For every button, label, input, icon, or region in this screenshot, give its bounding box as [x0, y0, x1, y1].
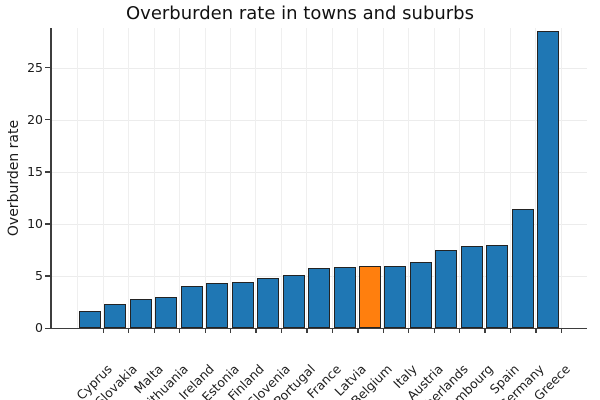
- y-tick: [45, 119, 50, 121]
- gridline-vertical: [306, 28, 308, 328]
- x-tick: [433, 329, 435, 333]
- x-tick: [357, 329, 359, 333]
- x-tick: [153, 329, 155, 333]
- x-tick: [331, 329, 334, 333]
- gridline-horizontal: [51, 171, 587, 173]
- y-tick-label-25: 25: [27, 59, 43, 75]
- bar-ireland: [180, 286, 203, 328]
- bar-lithuania: [155, 296, 178, 328]
- bar-austria: [409, 262, 432, 328]
- gridline-vertical: [408, 28, 410, 328]
- gridline-horizontal: [51, 119, 587, 121]
- x-tick: [408, 329, 410, 333]
- x-tick: [229, 329, 232, 333]
- y-tick: [45, 275, 50, 277]
- bar-luxembourg: [460, 245, 483, 328]
- gridline-vertical: [382, 28, 384, 328]
- bar-spain: [486, 244, 509, 328]
- gridline-vertical: [280, 28, 282, 328]
- bar-belgium: [358, 265, 381, 328]
- x-tick: [535, 329, 537, 333]
- x-tick: [128, 329, 130, 333]
- y-tick: [45, 223, 50, 225]
- y-tick-label-0: 0: [35, 320, 43, 335]
- bar-portugal: [282, 274, 305, 328]
- gridline-vertical: [535, 28, 537, 328]
- gridline-vertical: [128, 28, 130, 328]
- x-tick: [204, 329, 206, 333]
- x-tick: [382, 329, 384, 333]
- plot-area: 0 5 10 15 20 25 Cyprus Slovakia Malta Lithuania Ir…: [27, 28, 587, 400]
- gridline-vertical: [459, 28, 461, 328]
- bar-malta: [129, 298, 152, 328]
- gridline-vertical: [77, 28, 79, 328]
- gridline-vertical: [509, 28, 511, 328]
- gridline-vertical: [560, 28, 562, 328]
- bar-slovakia: [104, 304, 127, 328]
- gridline-horizontal: [51, 223, 587, 225]
- x-tick: [306, 329, 308, 333]
- gridline-vertical: [357, 28, 359, 328]
- y-tick-label-5: 5: [35, 267, 43, 283]
- x-tick: [255, 329, 257, 333]
- gridline-vertical: [204, 28, 206, 328]
- y-tick: [45, 67, 50, 69]
- gridline-vertical: [255, 28, 257, 328]
- gridline-horizontal: [51, 67, 587, 69]
- bar-estonia: [206, 283, 229, 328]
- bar-slovenia: [257, 278, 280, 328]
- y-tick-label-10: 10: [27, 215, 43, 231]
- y-tick: [45, 327, 50, 329]
- x-tick: [280, 329, 283, 333]
- bar-france: [308, 267, 331, 328]
- gridline-vertical: [484, 28, 486, 328]
- x-tick: [102, 329, 105, 333]
- gridline-vertical: [331, 28, 333, 328]
- bar-latvia: [333, 266, 356, 328]
- gridline-vertical: [153, 28, 155, 328]
- gridline-vertical: [179, 28, 181, 328]
- y-tick-label-20: 20: [27, 111, 43, 127]
- chart-title: Overburden rate in towns and suburbs: [126, 3, 474, 24]
- y-tick-label-15: 15: [27, 163, 43, 179]
- bar-italy: [384, 265, 407, 328]
- bar-netherlands: [435, 249, 458, 328]
- bar-greece: [537, 31, 560, 328]
- x-tick: [560, 329, 563, 333]
- y-tick: [45, 171, 50, 173]
- bar-germany: [511, 209, 534, 328]
- x-tick: [179, 329, 181, 333]
- bar-cyprus: [79, 311, 101, 328]
- y-axis-line: [50, 28, 52, 329]
- x-tick: [484, 329, 486, 333]
- gridline-vertical: [433, 28, 435, 328]
- gridline-vertical: [229, 28, 231, 328]
- x-tick: [459, 329, 461, 333]
- bar-finland: [231, 282, 254, 328]
- gridline-vertical: [102, 28, 104, 328]
- x-tick: [509, 329, 512, 333]
- x-axis-line: [50, 327, 587, 329]
